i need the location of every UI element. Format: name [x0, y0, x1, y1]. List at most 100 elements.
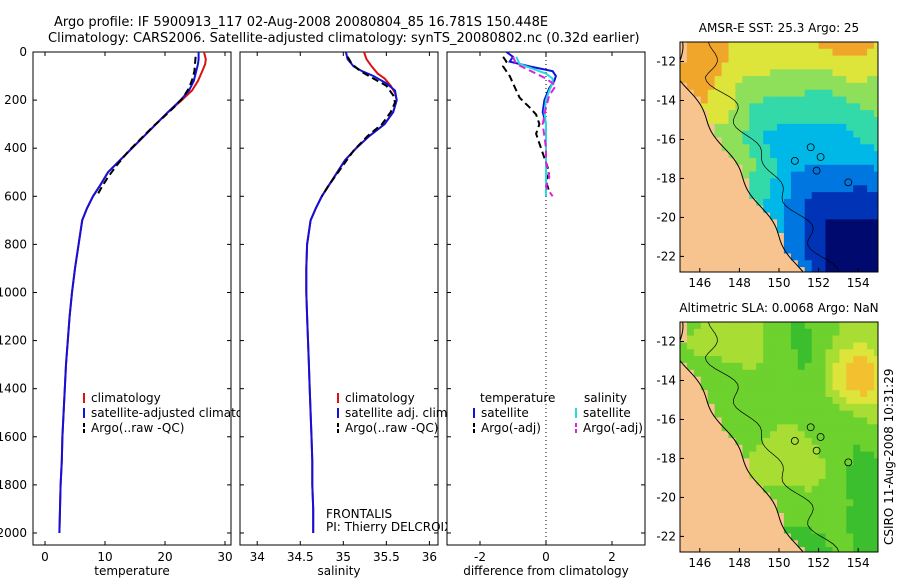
- sst-map-cell: [721, 123, 730, 132]
- sla-map-cell: [832, 465, 840, 473]
- sst-map-cell: [680, 246, 688, 255]
- sla-map-cell: [742, 465, 750, 473]
- sst-map-cell: [804, 151, 813, 159]
- sst-map-cell: [686, 144, 695, 152]
- sla-map-cell: [783, 403, 792, 412]
- diff-legend-label: Argo(-adj): [481, 421, 541, 435]
- sla-map-cell: [790, 417, 799, 425]
- sla-map-cell: [707, 335, 716, 343]
- sst-map-cell: [714, 198, 723, 207]
- sst-map-cell: [791, 274, 799, 281]
- sla-map-cell: [860, 335, 868, 343]
- sst-map-cell: [783, 233, 792, 241]
- sla-map-cell: [693, 410, 702, 419]
- sst-map-cell: [728, 158, 736, 166]
- sst-map-cell: [783, 42, 792, 50]
- sst-map-cell: [853, 253, 861, 261]
- sst-map-cell: [735, 130, 743, 139]
- sla-map-cell: [832, 485, 840, 494]
- sla-map-cell: [770, 362, 778, 371]
- sla-map-cell: [867, 444, 875, 453]
- sst-map-cell: [749, 212, 757, 220]
- diff-legend-heading-temperature: temperature: [480, 391, 555, 405]
- sla-map-cell: [700, 410, 709, 419]
- sla-map-cell: [777, 369, 785, 378]
- sla-map-cell: [749, 349, 757, 357]
- sst-map-cell: [756, 233, 764, 241]
- sst-map-cell: [867, 267, 875, 272]
- sla-map-cell: [707, 431, 716, 439]
- sla-map-cell: [700, 458, 709, 466]
- sst-map-cell: [811, 48, 820, 57]
- sst-map-cell: [680, 103, 688, 111]
- sla-map-cell: [839, 472, 847, 480]
- sst-map-cell: [881, 144, 889, 151]
- sst-map-cell: [728, 117, 736, 125]
- sla-map-cell: [749, 376, 757, 384]
- sst-map-cell: [742, 253, 750, 261]
- sst-map-cell: [811, 260, 820, 268]
- sst-map-cell: [818, 219, 827, 227]
- sla-map-cell: [867, 362, 875, 371]
- sst-map-xtick-label: 152: [807, 276, 830, 290]
- sst-map-cell: [867, 260, 875, 268]
- sst-map-cell: [714, 239, 723, 248]
- sla-map-cell: [763, 506, 771, 514]
- sla-map-cell: [811, 335, 820, 343]
- sst-map-cell: [756, 130, 764, 139]
- sst-map-cell: [721, 192, 730, 200]
- sla-map-cell: [749, 417, 757, 425]
- sla-map-cell: [797, 485, 806, 494]
- sst-map-cell: [714, 226, 723, 234]
- sst-map-cell: [693, 110, 702, 118]
- salinity-profile-chart: 34 34.5 35 35.5 36salinityclimatologysatelli…: [239, 51, 452, 578]
- sst-map-cell: [721, 164, 730, 173]
- sst-map-cell: [818, 48, 827, 57]
- sla-map-cell: [804, 533, 813, 541]
- sst-map-cell: [839, 82, 847, 91]
- sst-map-cell: [860, 62, 868, 70]
- sst-map-cell: [777, 144, 785, 152]
- sla-map-cell: [867, 376, 875, 384]
- sla-map-cell: [714, 390, 723, 398]
- sla-map-cell: [721, 438, 730, 446]
- sla-map-cell: [735, 472, 743, 480]
- sst-map-cell: [680, 274, 688, 281]
- sst-map-cell: [707, 103, 716, 111]
- sst-map-cell: [818, 226, 827, 234]
- sst-map-cell: [867, 233, 875, 241]
- sst-map-cell: [680, 164, 688, 173]
- sla-map-cell: [825, 431, 833, 439]
- sla-map-cell: [874, 390, 878, 398]
- sst-map-cell: [735, 192, 743, 200]
- sst-map-cell: [867, 144, 875, 152]
- sst-map-cell: [867, 69, 875, 77]
- sst-map-cell: [763, 212, 771, 220]
- sla-map-cell: [804, 438, 813, 446]
- sla-map-cell: [839, 390, 847, 398]
- sst-map-cell: [853, 205, 861, 214]
- sst-map-cell: [770, 178, 778, 186]
- sst-map-cell: [804, 89, 813, 98]
- sla-map-cell: [839, 431, 847, 439]
- sst-reef-contour: [806, 143, 815, 152]
- sst-coastline: [680, 42, 804, 272]
- sst-map-cell: [686, 137, 695, 145]
- sst-map-cell: [693, 82, 702, 91]
- sst-map-cell: [853, 110, 861, 118]
- sla-map-cell: [756, 499, 764, 507]
- sla-map-cell: [839, 499, 847, 507]
- sst-map-cell: [832, 117, 840, 125]
- sla-map-cell: [742, 478, 750, 487]
- sst-map-cell: [818, 62, 827, 70]
- sst-shelf-contour: [704, 42, 840, 272]
- sla-map-cell: [790, 547, 799, 552]
- sst-map-cell: [680, 123, 688, 132]
- sla-map-cell: [846, 390, 854, 398]
- sla-map-cell: [867, 328, 875, 337]
- sst-map-cell: [742, 82, 750, 91]
- sla-map-cell: [728, 526, 736, 535]
- sla-map-cell: [832, 362, 840, 371]
- sla-map-cell: [797, 349, 806, 357]
- sst-map-cell: [770, 137, 778, 145]
